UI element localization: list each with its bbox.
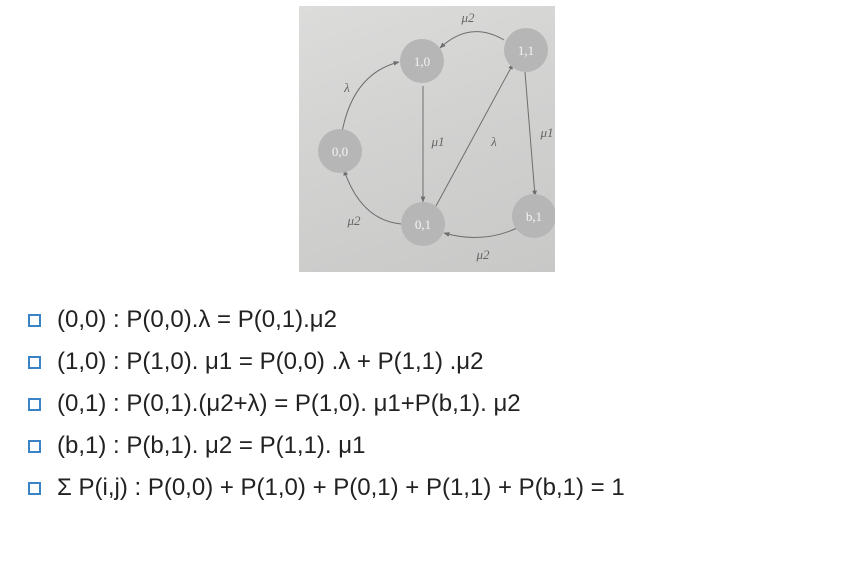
node-0-1: 0,1 — [401, 202, 445, 246]
equation-text: (1,0) : P(1,0). μ1 = P(0,0) .λ + P(1,1) … — [57, 348, 484, 375]
node-0-0: 0,0 — [318, 129, 362, 173]
square-bullet-icon — [28, 355, 41, 369]
equation-item: (0,1) : P(0,1).(μ2+λ) = P(1,0). μ1+P(b,1… — [28, 387, 521, 421]
edge-01-to-00 — [343, 169, 402, 225]
edge-label-11-b1: μ1 — [539, 125, 553, 140]
equation-item: (b,1) : P(b,1). μ2 = P(1,1). μ1 — [28, 429, 365, 463]
state-transition-diagram: 1,0 1,1 0,0 0,1 b,1 μ2 λ μ1 λ μ1 μ2 μ2 — [299, 6, 555, 272]
edge-01-to-11 — [435, 63, 514, 207]
edge-00-to-10 — [340, 60, 400, 139]
equation-text: Σ P(i,j) : P(0,0) + P(1,0) + P(0,1) + P(… — [57, 474, 625, 501]
node-label-0-0: 0,0 — [332, 144, 348, 159]
edge-b1-to-01 — [443, 227, 518, 238]
diagram-svg: 1,0 1,1 0,0 0,1 b,1 μ2 λ μ1 λ μ1 μ2 μ2 — [318, 10, 555, 262]
node-1-0: 1,0 — [400, 39, 444, 83]
node-label-0-1: 0,1 — [415, 217, 431, 232]
edge-label-00-10: λ — [343, 80, 350, 95]
edge-label-b1-01: μ2 — [475, 247, 490, 262]
edge-label-01-00: μ2 — [346, 213, 361, 228]
equation-text: (0,0) : P(0,0).λ = P(0,1).μ2 — [57, 306, 337, 333]
edge-label-01-11: λ — [490, 134, 497, 149]
edge-11-to-b1 — [524, 71, 537, 197]
node-1-1: 1,1 — [504, 28, 548, 72]
edge-label-11-10: μ2 — [460, 10, 475, 25]
square-bullet-icon — [28, 481, 41, 495]
equation-text: (0,1) : P(0,1).(μ2+λ) = P(1,0). μ1+P(b,1… — [57, 390, 521, 417]
equation-item: (1,0) : P(1,0). μ1 = P(0,0) .λ + P(1,1) … — [28, 345, 483, 379]
square-bullet-icon — [28, 439, 41, 453]
edge-label-10-01: μ1 — [430, 134, 444, 149]
equation-text: (b,1) : P(b,1). μ2 = P(1,1). μ1 — [57, 432, 366, 459]
equation-item: (0,0) : P(0,0).λ = P(0,1).μ2 — [28, 303, 337, 337]
node-label-1-1: 1,1 — [518, 43, 534, 58]
node-b-1: b,1 — [512, 194, 555, 238]
node-label-b-1: b,1 — [526, 209, 542, 224]
square-bullet-icon — [28, 397, 41, 411]
square-bullet-icon — [28, 313, 41, 327]
node-label-1-0: 1,0 — [414, 54, 430, 69]
equation-item: Σ P(i,j) : P(0,0) + P(1,0) + P(0,1) + P(… — [28, 471, 625, 505]
edge-11-to-10 — [439, 31, 505, 49]
